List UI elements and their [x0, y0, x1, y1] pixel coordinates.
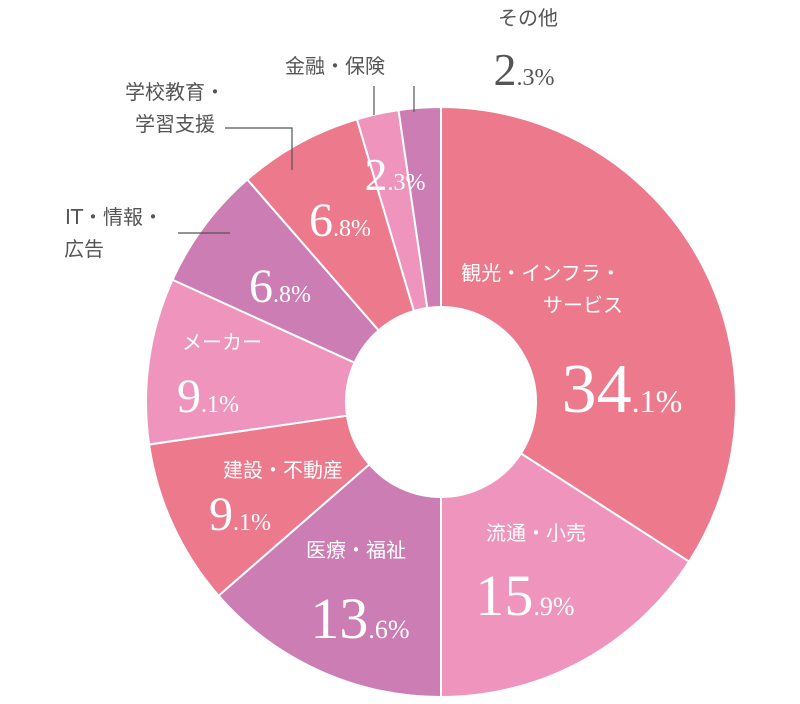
- value-label-3: 13.6%: [310, 586, 409, 651]
- category-label-7: 学校教育・: [125, 80, 225, 104]
- value-label-6: 6.8%: [249, 260, 311, 313]
- category-label-1: 観光・インフラ・: [461, 261, 620, 285]
- slice-5: [145, 278, 356, 446]
- labels-group: 観光・インフラ・サービス 34.1% 流通・小売 15.9% 医療・福祉 13.6% 建設・…: [64, 6, 682, 651]
- value-label-9: 2.3%: [494, 44, 555, 95]
- leader-lines-group: [178, 86, 415, 234]
- value-label-7: 6.8%: [309, 194, 371, 247]
- category-label-7: 学習支援: [135, 112, 215, 136]
- value-label-2: 15.9%: [475, 563, 574, 628]
- value-label-8: 2.3%: [365, 149, 426, 200]
- slice-4: [147, 414, 371, 598]
- category-label-8: 金融・保険: [285, 54, 385, 78]
- value-label-5: 9.1%: [177, 370, 239, 423]
- slice-9: [397, 105, 442, 310]
- category-label-1: サービス: [543, 293, 623, 317]
- leader-line-7: [225, 127, 293, 170]
- value-label-1: 34.1%: [562, 351, 683, 428]
- category-label-2: 流通・小売: [486, 521, 586, 545]
- category-label-4: 建設・不動産: [223, 458, 343, 482]
- slice-3: [217, 462, 442, 699]
- category-label-6: IT・情報・: [65, 205, 163, 229]
- value-label-4: 9.1%: [209, 488, 271, 541]
- slice-2: [440, 452, 691, 699]
- category-label-5: メーカー: [182, 330, 262, 354]
- category-label-9: その他: [498, 6, 558, 30]
- category-label-3: 医療・福祉: [306, 538, 406, 562]
- slices-group: [145, 105, 738, 699]
- slice-1: [440, 105, 738, 564]
- category-label-6: 広告: [64, 237, 104, 261]
